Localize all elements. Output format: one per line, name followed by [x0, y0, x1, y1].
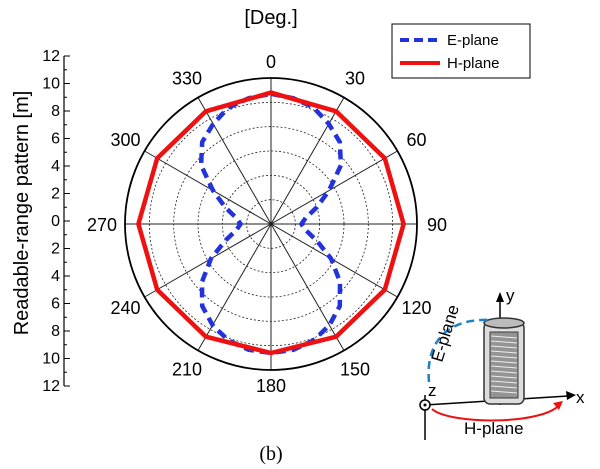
inset-h-plane-label: H-plane — [464, 419, 524, 438]
coil-turn — [490, 350, 518, 354]
angle-tick-240: 240 — [110, 298, 140, 318]
angle-tick-labels: 0 30 60 90 120 150 180 210 240 270 300 330 — [87, 52, 447, 396]
radial-tick-label: 6 — [51, 131, 60, 148]
inset-h-plane-arc — [431, 403, 561, 422]
grid-spoke — [197, 97, 345, 351]
outer-ring — [124, 77, 418, 371]
radial-tick-label: 2 — [51, 241, 60, 258]
legend: E-plane H-plane — [391, 23, 531, 79]
coil-turn — [490, 345, 518, 349]
radial-tick-label: 4 — [51, 268, 60, 285]
coil-turn — [490, 385, 518, 389]
legend-label-h-plane: H-plane — [447, 55, 500, 72]
angle-tick-210: 210 — [172, 359, 202, 379]
inset-x-label: x — [576, 388, 585, 407]
coil-turn — [490, 365, 518, 369]
series-line-h-plane — [136, 90, 406, 356]
inset-e-plane-label: E-plane — [428, 303, 463, 365]
angle-tick-0: 0 — [266, 52, 276, 72]
antenna-inset-diagram: y x z E-plane H-plane — [419, 286, 585, 440]
figure-caption: (b) — [259, 443, 282, 465]
radial-tick-label: 4 — [51, 158, 60, 175]
angle-unit-label: [Deg.] — [244, 7, 297, 29]
radial-tick-label: 6 — [51, 296, 60, 313]
polar-grid — [124, 77, 418, 371]
inset-y-arrow — [496, 292, 504, 302]
coil-turn — [490, 380, 518, 384]
angle-tick-330: 330 — [172, 69, 202, 89]
radial-tick-label: 8 — [51, 103, 60, 120]
radial-tick-label: 8 — [51, 323, 60, 340]
radial-tick-label: 10 — [42, 76, 60, 93]
inset-z-dot — [423, 403, 427, 407]
legend-box — [391, 23, 531, 79]
radial-tick-label: 0 — [51, 213, 60, 230]
angle-tick-270: 270 — [87, 215, 117, 235]
inset-coil-pattern — [490, 335, 518, 394]
coil-turn — [490, 355, 518, 359]
radial-tick-label: 2 — [51, 186, 60, 203]
angle-tick-30: 30 — [345, 69, 365, 89]
legend-label-e-plane: E-plane — [447, 32, 499, 49]
coil-turn — [490, 360, 518, 364]
angle-tick-60: 60 — [406, 130, 426, 150]
angle-tick-300: 300 — [110, 130, 140, 150]
inset-x-arrow — [566, 391, 576, 400]
radial-tick-label: 12 — [42, 48, 60, 65]
radial-tick-label: 10 — [42, 351, 60, 368]
coil-turn — [490, 370, 518, 374]
inset-antenna-top — [483, 317, 525, 329]
coil-turn — [490, 335, 518, 339]
coil-turn — [490, 340, 518, 344]
coil-turn — [490, 375, 518, 379]
radial-tick-label: 12 — [42, 378, 60, 395]
inset-z-label: z — [428, 381, 437, 400]
coil-turn — [490, 390, 518, 394]
series-layer — [136, 90, 406, 356]
radial-axis-label: Readable-range pattern [m] — [11, 91, 33, 336]
inset-h-plane-arrow — [553, 401, 563, 410]
angle-tick-120: 120 — [401, 298, 431, 318]
angle-tick-180: 180 — [256, 376, 286, 396]
series-line-e-plane — [198, 91, 344, 356]
angle-tick-150: 150 — [340, 359, 370, 379]
radial-scale: 12 10 8 6 4 2 0 2 4 6 8 10 12 — [42, 48, 70, 395]
angle-tick-90: 90 — [427, 215, 447, 235]
inset-y-label: y — [506, 286, 515, 305]
